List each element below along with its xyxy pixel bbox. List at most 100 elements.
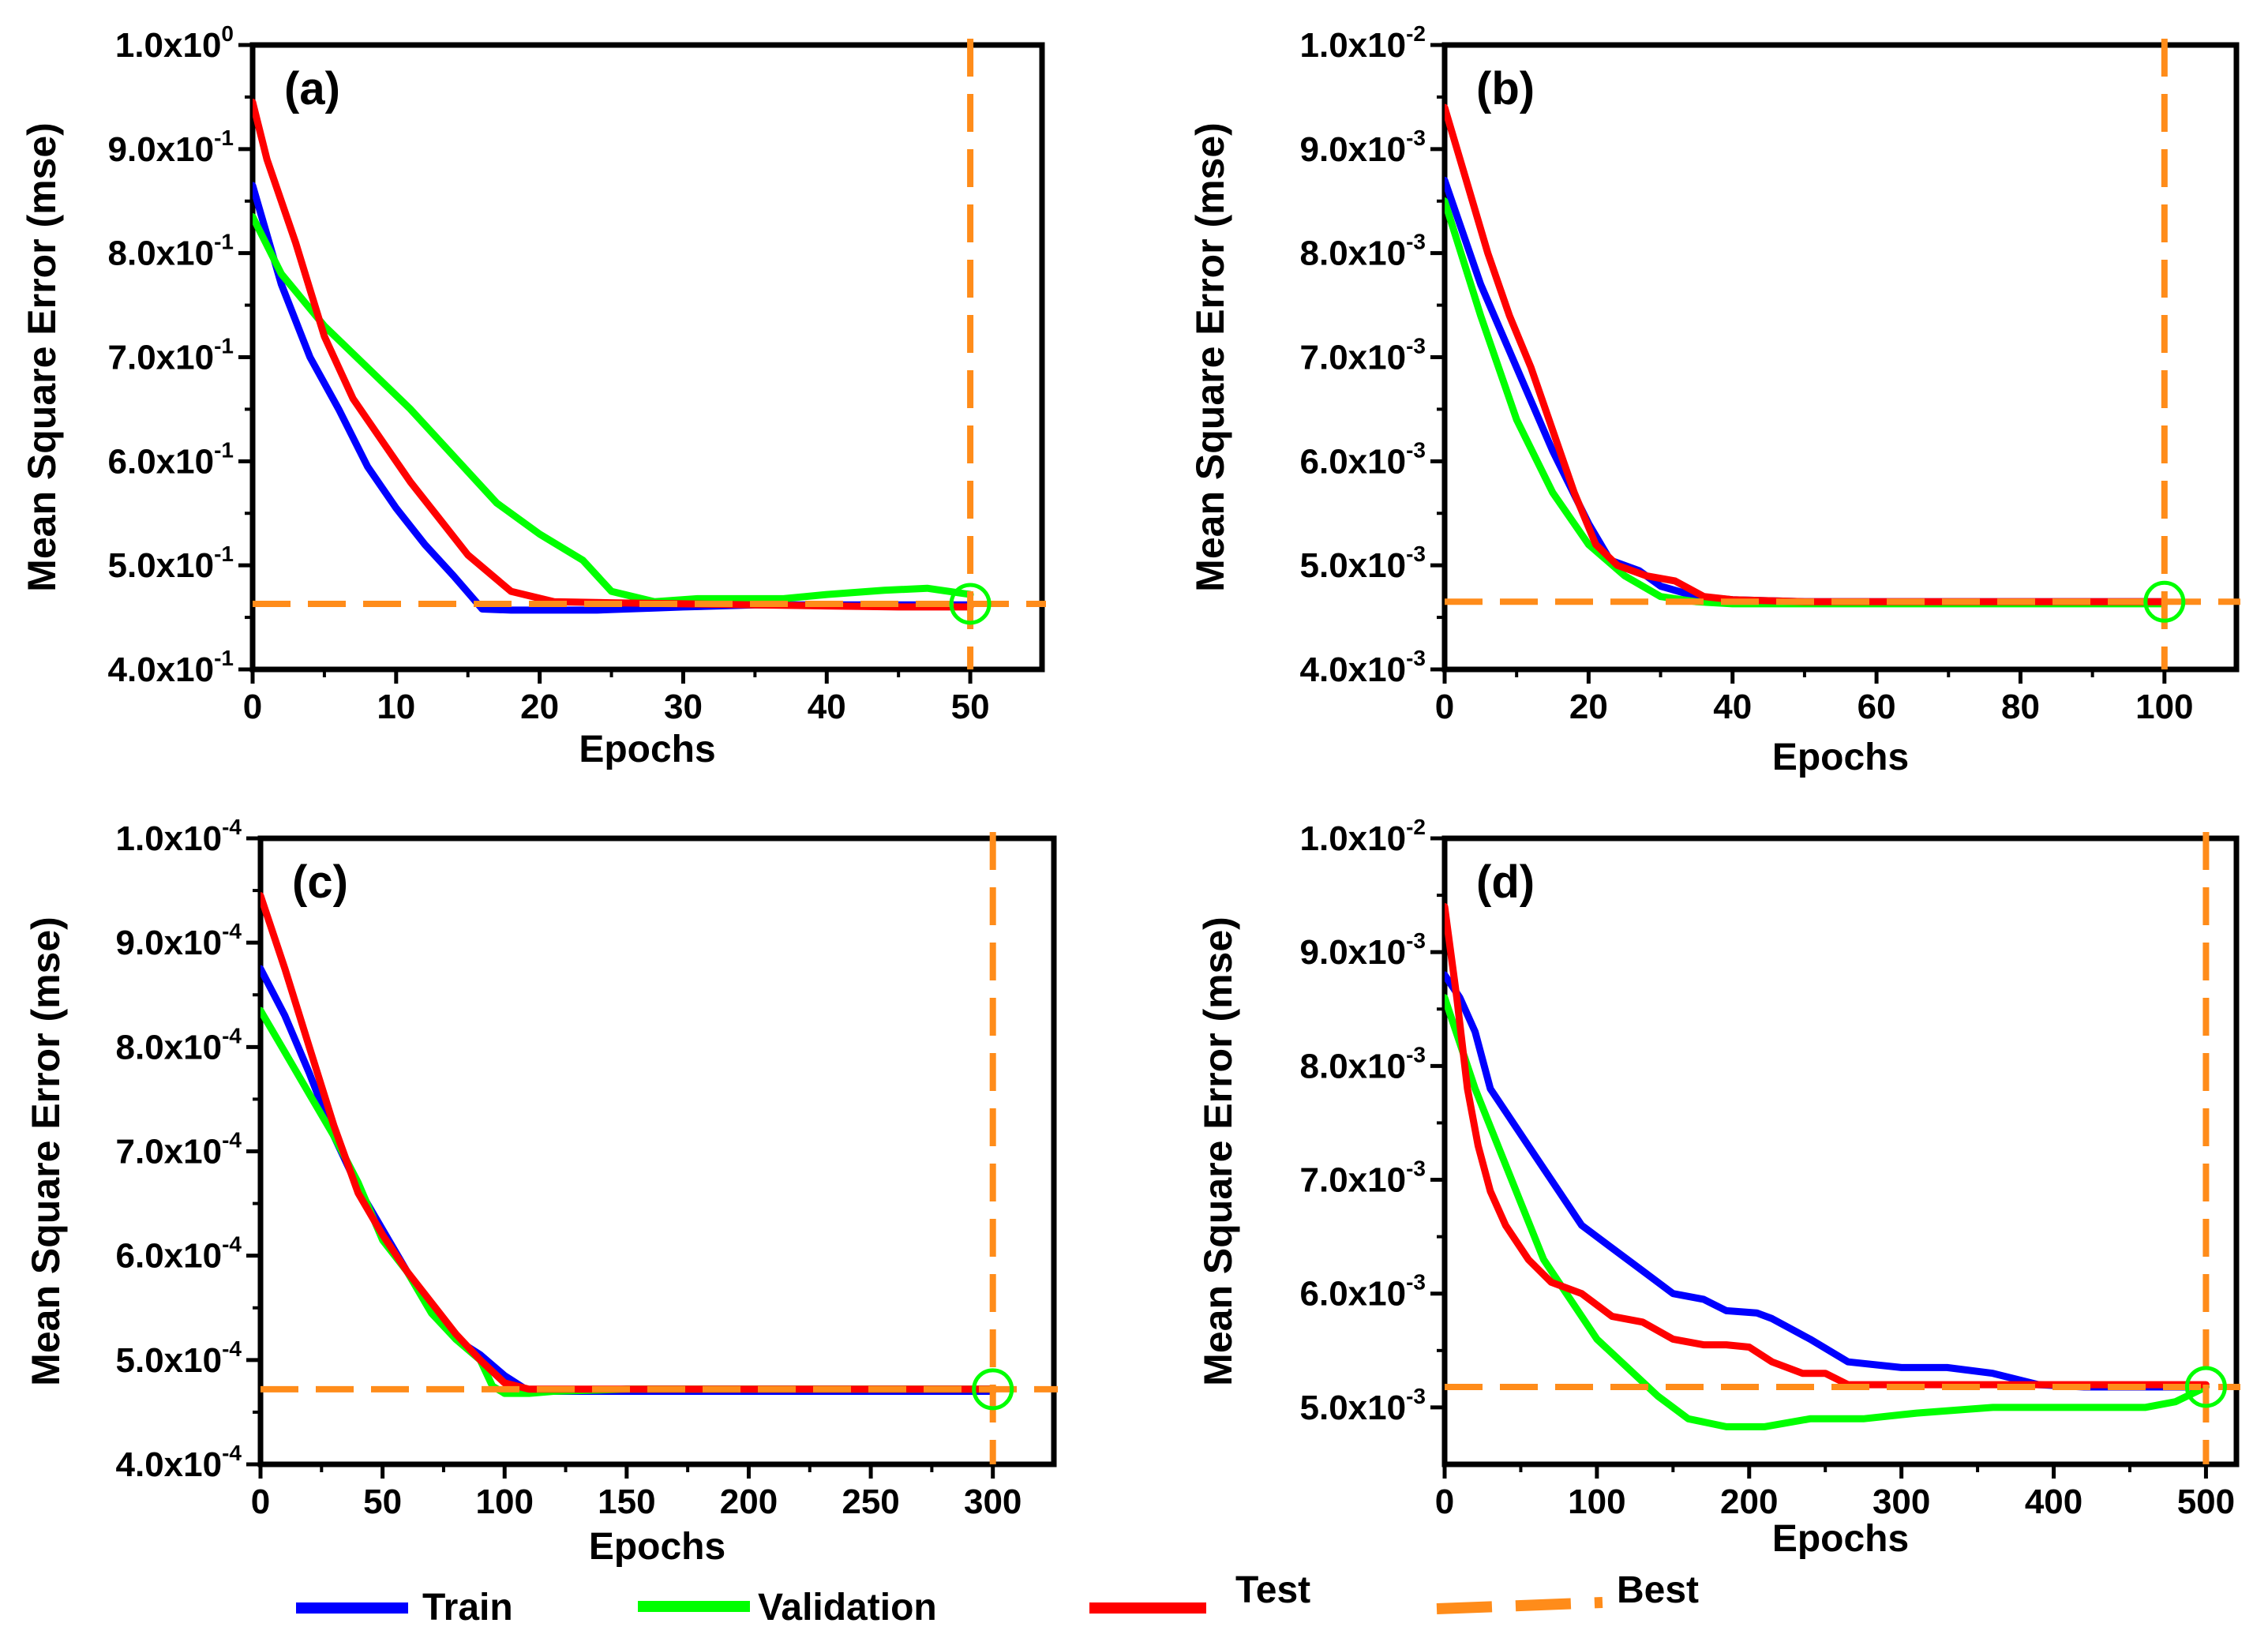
x-tick-label: 300 [964,1482,1022,1521]
plot-frame [1441,42,2240,673]
legend-label-best: Best [1617,1569,1699,1611]
y-tick-label: 8.0x10-3 [1300,230,1426,273]
y-tick-exponent: -3 [1406,646,1426,670]
series-group [1445,903,2210,1430]
x-tick-label: 20 [1569,688,1608,726]
y-tick-label: 4.0x10-3 [1300,646,1426,689]
y-tick-exponent: -3 [1406,230,1426,254]
x-tick-label: 0 [1435,688,1454,726]
x-tick-label: 100 [2135,688,2193,726]
y-tick-exponent: -3 [1406,1270,1426,1295]
y-tick-mantissa: 1.0x10 [1300,819,1407,858]
y-tick-exponent: -3 [1406,1384,1426,1408]
y-tick-mantissa: 7.0x10 [1300,1161,1407,1200]
y-tick-exponent: -3 [1406,928,1426,953]
x-tick-label: 200 [1720,1482,1778,1521]
y-tick-label: 7.0x10-3 [1300,334,1426,377]
y-tick-label: 7.0x10-3 [1300,1156,1426,1200]
x-tick-label: 0 [243,688,262,726]
y-tick-label: 8.0x10-1 [108,230,234,273]
legend-item-validation: Validation [638,1587,937,1629]
y-tick-exponent: -4 [222,919,242,943]
series-line-validation [1445,994,2210,1430]
panel-label: (b) [1476,63,1535,114]
panel-label: (d) [1476,856,1535,908]
y-tick-mantissa: 5.0x10 [108,546,215,585]
x-tick-label: 20 [520,688,559,726]
x-tick-label: 80 [2001,688,2040,726]
y-tick-exponent: 0 [221,21,234,46]
y-tick-label: 9.0x10-1 [108,126,234,169]
x-axis-title: Epochs [1772,737,1909,778]
y-tick-label: 6.0x10-1 [108,437,234,481]
y-tick-label: 5.0x10-1 [108,542,234,585]
y-tick-mantissa: 6.0x10 [1300,442,1407,481]
series-line-test [253,99,974,611]
y-tick-label: 4.0x10-1 [108,646,234,689]
y-tick-label: 5.0x10-3 [1300,1384,1426,1427]
y-tick-mantissa: 9.0x10 [1300,933,1407,972]
series-line-test [261,892,997,1393]
chart-panel-a: 0 10 20 30 40 504.0x10-15.0x10-16.0x10-17.0x1… [20,21,1046,770]
series-line-validation [1445,197,2169,608]
y-tick-exponent: -1 [214,126,234,150]
y-tick-mantissa: 5.0x10 [1300,1389,1407,1427]
y-tick-exponent: -3 [1406,126,1426,150]
x-tick-label: 100 [476,1482,534,1521]
x-tick-label: 40 [1713,688,1752,726]
series-line-train [1445,176,2169,605]
legend-item-train: Train [296,1587,513,1629]
best-marker [2143,580,2186,623]
y-tick-label: 9.0x10-3 [1300,126,1426,169]
legend-swatch-best [1436,1597,1603,1614]
x-tick-label: 60 [1858,688,1896,726]
y-tick-mantissa: 6.0x10 [116,1237,223,1276]
plot-frame [249,42,1045,673]
y-tick-label: 1.0x100 [115,21,234,65]
y-tick-mantissa: 7.0x10 [1300,339,1407,377]
y-tick-label: 9.0x10-3 [1300,928,1426,972]
y-tick-mantissa: 1.0x10 [116,819,223,858]
x-tick-label: 300 [1873,1482,1930,1521]
chart-panels: 0 10 20 30 40 504.0x10-15.0x10-16.0x10-17.0x1… [20,21,2240,1568]
y-tick-mantissa: 8.0x10 [116,1028,223,1066]
y-tick-exponent: -1 [214,230,234,254]
y-tick-label: 7.0x10-4 [116,1128,242,1171]
y-tick-mantissa: 7.0x10 [108,339,215,377]
y-tick-label: 5.0x10-3 [1300,542,1426,585]
y-tick-exponent: -4 [222,1023,242,1048]
x-tick-label: 0 [1435,1482,1454,1521]
x-axis-title: Epochs [589,1526,725,1568]
best-marker [949,583,992,625]
y-tick-label: 7.0x10-1 [108,334,234,377]
x-tick-label: 250 [842,1482,899,1521]
series-line-train [253,182,974,614]
y-tick-exponent: -3 [1406,437,1426,462]
y-tick-label: 9.0x10-4 [116,919,242,962]
y-tick-exponent: -4 [222,1128,242,1153]
y-tick-mantissa: 1.0x10 [115,26,222,65]
best-marker [972,1368,1014,1411]
chart-panel-c: 0 50 100 150 200 250 3004.0x10-45.0x10-46.0x10… [24,815,1058,1568]
series-line-test [1445,103,2169,605]
y-tick-mantissa: 8.0x10 [1300,1047,1407,1085]
y-tick-mantissa: 4.0x10 [1300,650,1407,689]
series-group [253,99,974,614]
x-tick-label: 0 [251,1482,270,1521]
chart-panel-d: 0 100 200 300 400 5005.0x10-36.0x10-37.0x10-3… [1196,815,2240,1560]
y-tick-mantissa: 6.0x10 [1300,1275,1407,1314]
y-tick-exponent: -1 [214,542,234,566]
legend-label-test: Test [1235,1569,1310,1611]
y-tick-exponent: -1 [214,646,234,670]
y-tick-exponent: -3 [1406,1156,1426,1181]
y-tick-mantissa: 6.0x10 [108,442,215,481]
y-tick-exponent: -1 [214,437,234,462]
y-tick-exponent: -2 [1406,815,1426,839]
y-tick-mantissa: 5.0x10 [1300,546,1407,585]
y-tick-mantissa: 9.0x10 [1300,130,1407,169]
y-tick-mantissa: 9.0x10 [108,130,215,169]
y-axis-title: Mean Square Error (mse) [20,122,64,592]
panel-label: (c) [292,856,348,908]
plot-frame [1441,835,2240,1467]
y-tick-mantissa: 7.0x10 [116,1133,223,1171]
